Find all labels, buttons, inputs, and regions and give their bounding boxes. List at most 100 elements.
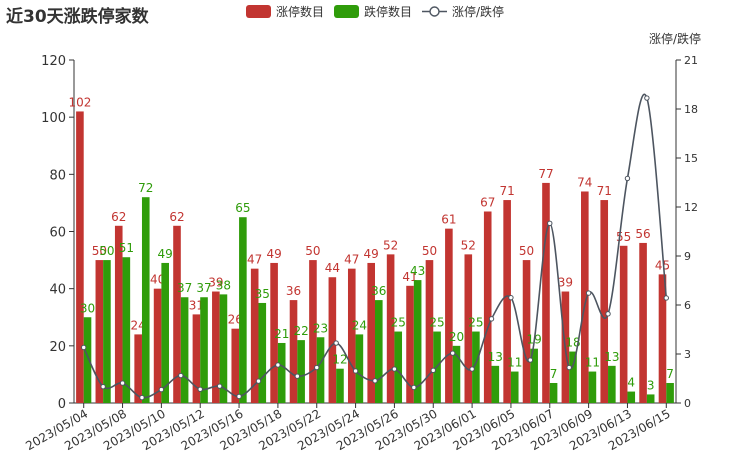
limit-down-value-label: 20 bbox=[449, 330, 464, 344]
ratio-point bbox=[216, 383, 223, 389]
limit-up-bar bbox=[114, 225, 123, 403]
limit-up-value-label: 71 bbox=[499, 184, 514, 198]
limit-up-bar bbox=[289, 300, 298, 403]
limit-down-bar bbox=[161, 262, 169, 403]
limit-down-value-label: 25 bbox=[429, 316, 444, 330]
limit-down-bar bbox=[608, 365, 616, 403]
y-right-tick-label: 3 bbox=[684, 348, 691, 361]
limit-down-bar bbox=[627, 391, 636, 403]
limit-up-value-label: 47 bbox=[344, 253, 359, 267]
limit-down-bar bbox=[316, 337, 325, 403]
legend-swatch bbox=[334, 5, 359, 18]
limit-down-value-label: 21 bbox=[274, 327, 289, 341]
limit-up-bar bbox=[212, 291, 220, 403]
limit-up-bar bbox=[503, 200, 511, 403]
limit-down-value-label: 23 bbox=[313, 321, 328, 335]
ratio-point bbox=[644, 95, 650, 101]
limit-up-value-label: 39 bbox=[558, 276, 573, 290]
limit-down-bar bbox=[549, 382, 558, 403]
limit-up-bar bbox=[95, 260, 104, 403]
limit-down-bar bbox=[666, 382, 674, 403]
limit-up-bar bbox=[153, 288, 162, 403]
limit-down-bar bbox=[200, 297, 208, 403]
limit-up-value-label: 52 bbox=[383, 238, 398, 252]
limit-down-value-label: 72 bbox=[138, 181, 153, 195]
y-right-tick-label: 15 bbox=[684, 152, 698, 165]
ratio-point bbox=[449, 350, 456, 356]
limit-down-bar bbox=[355, 334, 364, 403]
limit-up-bar bbox=[522, 260, 531, 403]
limit-down-bar bbox=[510, 371, 519, 403]
y-left-tick-label: 100 bbox=[41, 111, 66, 126]
legend-label: 涨停数目 bbox=[276, 4, 324, 19]
limit-up-bar bbox=[328, 277, 337, 403]
limit-up-value-label: 50 bbox=[305, 244, 320, 258]
limit-down-value-label: 30 bbox=[80, 301, 95, 315]
limit-down-value-label: 13 bbox=[604, 350, 619, 364]
limit-down-bar bbox=[122, 257, 131, 403]
ratio-point bbox=[488, 316, 495, 322]
limit-down-value-label: 3 bbox=[647, 378, 655, 392]
limit-down-bar bbox=[452, 345, 461, 403]
limit-down-value-label: 65 bbox=[235, 201, 250, 215]
limit-down-value-label: 37 bbox=[196, 281, 211, 295]
limit-down-value-label: 50 bbox=[99, 244, 114, 258]
limit-down-value-label: 25 bbox=[391, 316, 406, 330]
limit-down-bar bbox=[394, 331, 403, 403]
limit-up-value-label: 50 bbox=[422, 244, 437, 258]
limit-up-value-label: 44 bbox=[325, 261, 340, 275]
limit-up-value-label: 39 bbox=[208, 276, 223, 290]
limit-up-bar bbox=[542, 182, 550, 403]
ratio-point bbox=[508, 294, 514, 301]
limit-up-value-label: 102 bbox=[68, 95, 91, 109]
limit-down-bar bbox=[588, 371, 597, 403]
limit-down-bar bbox=[375, 300, 383, 403]
limit-up-value-label: 52 bbox=[461, 238, 476, 252]
ratio-point bbox=[411, 384, 417, 391]
limit-up-bar bbox=[76, 111, 84, 403]
limit-up-value-label: 74 bbox=[577, 175, 592, 189]
ratio-point bbox=[663, 295, 669, 301]
ratio-point bbox=[81, 344, 87, 351]
limit-up-value-label: 67 bbox=[480, 195, 495, 209]
limit-down-value-label: 7 bbox=[666, 367, 674, 381]
limit-down-bar bbox=[336, 368, 344, 403]
y-right-tick-label: 18 bbox=[684, 103, 698, 116]
y-left-tick-label: 20 bbox=[49, 340, 66, 355]
ratio-point bbox=[314, 364, 320, 371]
limit-down-value-label: 4 bbox=[627, 376, 635, 390]
ratio-point bbox=[585, 290, 592, 296]
limit-up-bar bbox=[386, 254, 395, 403]
limit-up-bar bbox=[347, 268, 356, 403]
y-right-tick-label: 6 bbox=[684, 299, 691, 312]
limit-up-value-label: 71 bbox=[597, 184, 612, 198]
ratio-point bbox=[624, 175, 631, 182]
ratio-point bbox=[547, 220, 553, 227]
limit-up-value-label: 45 bbox=[655, 258, 670, 272]
ratio-point bbox=[100, 383, 106, 390]
limit-down-value-label: 25 bbox=[468, 316, 483, 330]
limit-up-value-label: 61 bbox=[441, 213, 456, 227]
limit-up-bar bbox=[581, 191, 589, 403]
ratio-point bbox=[372, 378, 378, 384]
limit-down-bar bbox=[219, 294, 228, 403]
legend-swatch bbox=[246, 5, 271, 18]
limit-up-bar bbox=[619, 245, 628, 403]
y-left-tick-label: 40 bbox=[49, 283, 66, 298]
y-left-tick-label: 0 bbox=[58, 397, 66, 412]
limit-up-value-label: 50 bbox=[92, 244, 107, 258]
limit-down-value-label: 43 bbox=[410, 264, 425, 278]
limit-up-bar bbox=[134, 334, 142, 403]
limit-up-value-label: 36 bbox=[286, 284, 301, 298]
limit-down-bar bbox=[180, 297, 189, 403]
limit-up-value-label: 77 bbox=[538, 167, 553, 181]
limit-up-value-label: 47 bbox=[247, 253, 262, 267]
limit-down-bar bbox=[239, 217, 247, 403]
limit-up-bar bbox=[270, 262, 278, 403]
limit-down-value-label: 51 bbox=[119, 241, 134, 255]
y-left-tick-label: 60 bbox=[49, 226, 66, 241]
limit-up-bar bbox=[173, 225, 181, 403]
ratio-point bbox=[197, 386, 203, 392]
